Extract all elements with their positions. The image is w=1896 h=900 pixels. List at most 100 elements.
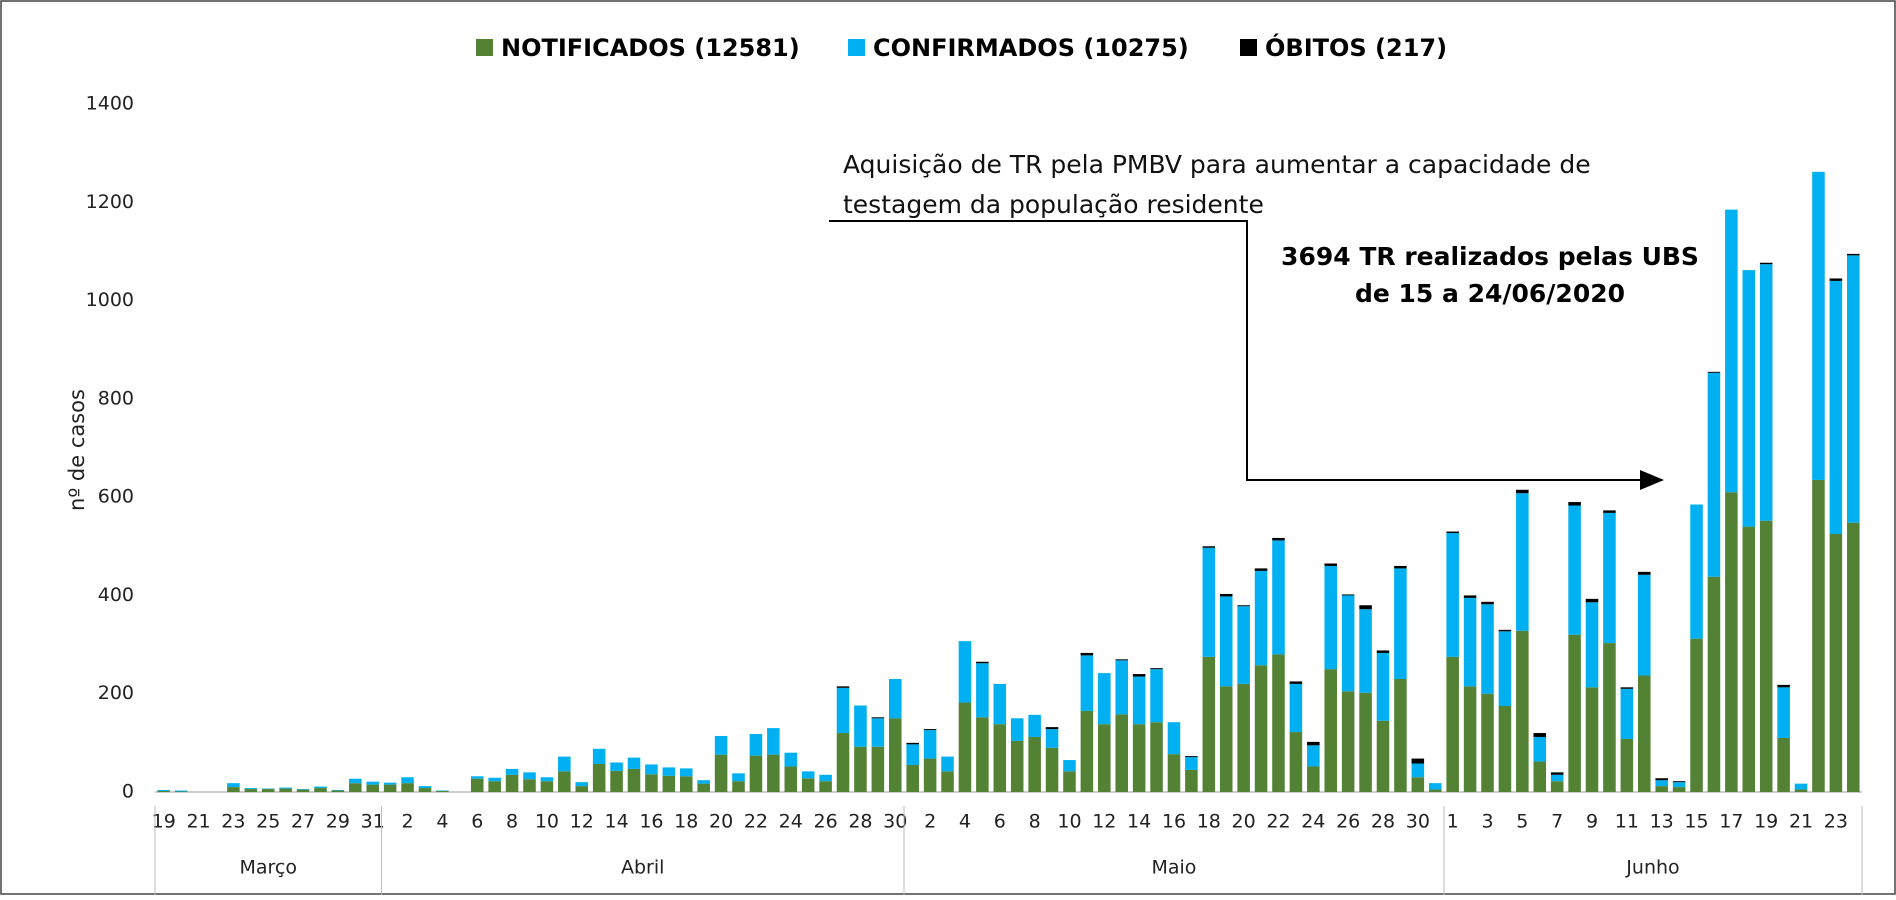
bar-segment	[1725, 210, 1738, 493]
bar-segment	[767, 755, 780, 792]
bar-segment	[1359, 693, 1372, 792]
bar-segment	[175, 791, 188, 792]
x-tick-label: 18	[1197, 811, 1221, 833]
y-tick-label: 800	[98, 387, 134, 409]
bar-segment	[1621, 687, 1634, 688]
bar-segment	[349, 779, 362, 783]
bar-segment	[1847, 523, 1860, 792]
bar-segment	[941, 771, 954, 792]
bar-segment	[872, 717, 885, 718]
bar-segment	[610, 771, 623, 792]
bar-segment	[1150, 722, 1163, 792]
bar-segment	[1621, 689, 1634, 739]
bar-segment	[924, 729, 937, 730]
x-tick-label: 4	[436, 811, 448, 833]
bar-segment	[837, 688, 850, 733]
bar-segment	[471, 776, 484, 778]
bar-segment	[1098, 724, 1111, 792]
x-tick-label: 22	[1266, 811, 1290, 833]
bar-segment	[1046, 727, 1059, 729]
bar-segment	[593, 749, 606, 764]
bar-segment	[523, 772, 536, 779]
bar-segment	[1377, 721, 1390, 792]
x-tick-label: 25	[256, 811, 280, 833]
bar-segment	[1359, 605, 1372, 609]
bar-segment	[1760, 264, 1773, 521]
bar-segment	[1551, 772, 1564, 774]
bar-segment	[1394, 568, 1407, 679]
x-tick-label: 2	[924, 811, 936, 833]
x-tick-label: 14	[604, 811, 628, 833]
bar-segment	[314, 787, 327, 788]
bar-segment	[1743, 270, 1756, 527]
bar-segment	[1220, 686, 1233, 792]
bar-segment	[1063, 771, 1076, 792]
bar-segment	[575, 782, 588, 786]
bar-segment	[1028, 737, 1041, 792]
bar-segment	[959, 641, 972, 702]
bar-segment	[1481, 602, 1494, 604]
bar-segment	[541, 781, 554, 792]
bar-segment	[1690, 505, 1703, 639]
bar-segment	[1464, 598, 1477, 686]
x-tick-label: 19	[1754, 811, 1778, 833]
bar-segment	[1603, 643, 1616, 792]
x-tick-label: 20	[709, 811, 733, 833]
legend-swatch	[848, 39, 865, 56]
bar-segment	[1046, 748, 1059, 792]
bar-segment	[1603, 510, 1616, 512]
bar-segment	[1098, 673, 1111, 724]
bar-segment	[1812, 480, 1825, 792]
bar-segment	[1011, 741, 1024, 792]
bar-segment	[1446, 657, 1459, 792]
bar-segment	[279, 788, 292, 789]
bar-segment	[1603, 513, 1616, 643]
y-tick-label: 1400	[86, 93, 134, 115]
bar-segment	[1499, 630, 1512, 631]
bar-segment	[1795, 790, 1808, 792]
bar-segment	[976, 663, 989, 717]
bar-segment	[541, 777, 554, 781]
bar-segment	[976, 717, 989, 792]
bar-segment	[297, 790, 310, 792]
x-tick-label: 30	[1406, 811, 1430, 833]
bar-segment	[1655, 780, 1668, 786]
y-tick-label: 0	[122, 781, 134, 803]
x-tick-label: 24	[779, 811, 803, 833]
bar-segment	[1586, 687, 1599, 792]
bar-segment	[906, 744, 919, 765]
bar-segment	[1621, 739, 1634, 792]
x-tick-label: 12	[570, 811, 594, 833]
bar-segment	[1499, 706, 1512, 792]
bar-segment	[1847, 255, 1860, 522]
bar-segment	[1185, 770, 1198, 792]
x-tick-label: 26	[814, 811, 838, 833]
bar-segment	[924, 730, 937, 759]
bar-segment	[889, 679, 902, 718]
bar-segment	[506, 769, 519, 775]
bar-segment	[1168, 754, 1181, 792]
bar-segment	[1777, 738, 1790, 792]
bar-segment	[645, 774, 658, 792]
bar-segment	[663, 776, 676, 792]
bar-segment	[1586, 602, 1599, 687]
bar-segment	[401, 777, 414, 783]
bar-segment	[1081, 655, 1094, 711]
bar-segment	[1516, 490, 1529, 493]
bar-segment	[1568, 635, 1581, 792]
bar-segment	[784, 766, 797, 792]
bar-segment	[1377, 653, 1390, 721]
bar-segment	[1342, 691, 1355, 792]
annotation-text: de 15 a 24/06/2020	[1355, 279, 1625, 308]
bar-segment	[854, 706, 867, 747]
bar-segment	[1115, 659, 1128, 660]
bar-segment	[663, 767, 676, 775]
y-tick-label: 1200	[86, 191, 134, 213]
bar-segment	[1063, 760, 1076, 771]
bar-segment	[245, 789, 258, 792]
bar-segment	[906, 743, 919, 744]
bar-segment	[1638, 575, 1651, 676]
annotation-text: Aquisição de TR pela PMBV para aumentar …	[843, 150, 1591, 179]
annotation-text: 3694 TR realizados pelas UBS	[1281, 242, 1699, 271]
